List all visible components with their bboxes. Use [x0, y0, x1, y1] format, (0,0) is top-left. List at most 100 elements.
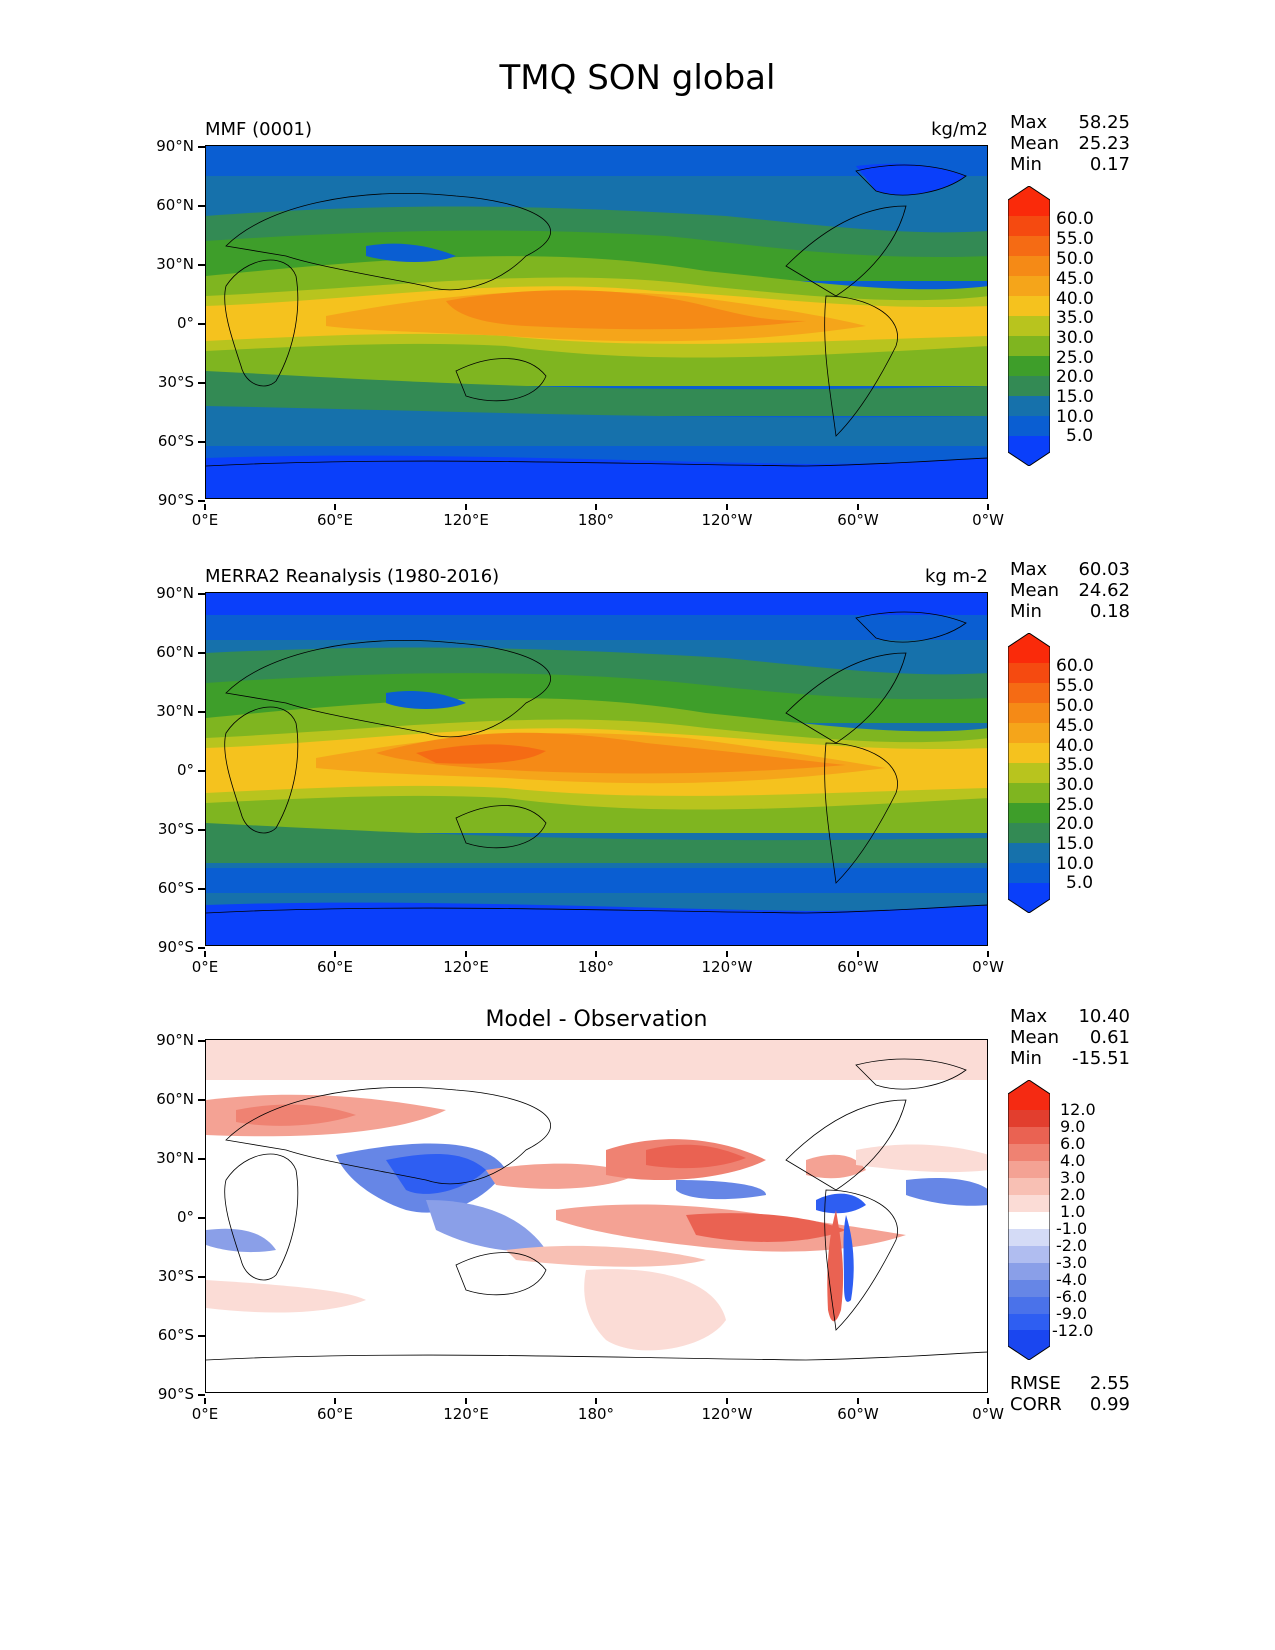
- figure-title: TMQ SON global: [499, 58, 776, 98]
- x-tick: 60°E: [295, 504, 375, 529]
- colorbar: [1008, 633, 1050, 913]
- x-tick: 60°W: [818, 504, 898, 529]
- x-tick: 60°W: [818, 951, 898, 976]
- y-tick: 90°N: [128, 584, 205, 602]
- max-value: 58.25: [1078, 112, 1130, 133]
- mean-label: Mean: [1010, 1027, 1060, 1048]
- panel-stats: Max 60.03 Mean 24.62 Min 0.18: [1010, 559, 1130, 622]
- mean-label: Mean: [1010, 580, 1060, 601]
- x-tick: 180°: [556, 951, 636, 976]
- min-value: 0.18: [1089, 601, 1130, 622]
- y-tick: 60°S: [128, 879, 205, 897]
- map-difference: [205, 1039, 988, 1393]
- x-tick: 120°E: [426, 1398, 506, 1423]
- cb-label: 50.0: [1056, 696, 1094, 716]
- cb-label: 5.0: [1066, 873, 1094, 893]
- y-tick: 30°S: [128, 1267, 205, 1285]
- mean-label: Mean: [1010, 133, 1060, 154]
- rmse-value: 2.55: [1089, 1373, 1130, 1394]
- x-tick: 60°E: [295, 1398, 375, 1423]
- cb-label: 20.0: [1056, 814, 1094, 834]
- max-label: Max: [1010, 559, 1048, 580]
- units-label: kg/m2: [931, 119, 988, 140]
- cb-label: 9.0: [1060, 1117, 1086, 1136]
- x-tick: 0°E: [165, 1398, 245, 1423]
- x-tick: 120°E: [426, 951, 506, 976]
- cb-label: -2.0: [1056, 1236, 1088, 1255]
- min-label: Min: [1010, 601, 1042, 622]
- max-label: Max: [1010, 1006, 1048, 1027]
- y-tick: 90°S: [128, 938, 205, 956]
- x-tick: 120°W: [687, 951, 767, 976]
- x-tick: 0°E: [165, 951, 245, 976]
- mean-value: 24.62: [1078, 580, 1130, 601]
- cb-label: 35.0: [1056, 755, 1094, 775]
- cb-label: 3.0: [1060, 1168, 1086, 1187]
- cb-label: -3.0: [1056, 1253, 1088, 1272]
- x-tick: 60°E: [295, 951, 375, 976]
- min-value: 0.17: [1089, 154, 1130, 175]
- x-tick: 0°E: [165, 504, 245, 529]
- y-tick: 90°S: [128, 491, 205, 509]
- y-tick: 30°S: [128, 373, 205, 391]
- y-tick: 30°N: [128, 255, 205, 273]
- y-tick: 60°S: [128, 432, 205, 450]
- y-tick: 60°N: [128, 643, 205, 661]
- y-tick: 30°S: [128, 820, 205, 838]
- y-tick: 0°: [128, 761, 205, 779]
- cb-label: 12.0: [1060, 1100, 1096, 1119]
- rmse-label: RMSE: [1010, 1373, 1061, 1394]
- cb-label: 2.0: [1060, 1185, 1086, 1204]
- cb-label: 15.0: [1056, 387, 1094, 407]
- map-mmf: [205, 145, 988, 499]
- corr-value: 0.99: [1089, 1394, 1130, 1415]
- x-tick: 60°W: [818, 1398, 898, 1423]
- x-tick: 120°E: [426, 504, 506, 529]
- cb-label: 10.0: [1056, 854, 1094, 874]
- cb-label: 45.0: [1056, 269, 1094, 289]
- min-value: -15.51: [1071, 1048, 1130, 1069]
- y-tick: 30°N: [128, 702, 205, 720]
- max-value: 10.40: [1078, 1006, 1130, 1027]
- cb-label: 45.0: [1056, 716, 1094, 736]
- max-value: 60.03: [1078, 559, 1130, 580]
- map-merra2: [205, 592, 988, 946]
- cb-label: 20.0: [1056, 367, 1094, 387]
- panel-title: MMF (0001): [205, 119, 312, 140]
- y-tick: 90°S: [128, 1385, 205, 1403]
- x-tick: 120°W: [687, 504, 767, 529]
- cb-label: 1.0: [1060, 1202, 1086, 1221]
- cb-label: 6.0: [1060, 1134, 1086, 1153]
- cb-label: 25.0: [1056, 348, 1094, 368]
- x-tick: 180°: [556, 1398, 636, 1423]
- cb-label: -6.0: [1056, 1287, 1088, 1306]
- panel-stats: Max 10.40 Mean 0.61 Min -15.51: [1010, 1006, 1130, 1069]
- x-tick: 120°W: [687, 1398, 767, 1423]
- y-tick: 60°S: [128, 1326, 205, 1344]
- cb-label: 30.0: [1056, 328, 1094, 348]
- cb-label: 35.0: [1056, 308, 1094, 328]
- cb-label: 4.0: [1060, 1151, 1086, 1170]
- cb-label: 15.0: [1056, 834, 1094, 854]
- y-tick: 90°N: [128, 137, 205, 155]
- x-tick: 180°: [556, 504, 636, 529]
- error-stats: RMSE 2.55 CORR 0.99: [1010, 1373, 1130, 1415]
- panel-stats: Max 58.25 Mean 25.23 Min 0.17: [1010, 112, 1130, 175]
- cb-label: 10.0: [1056, 407, 1094, 427]
- y-tick: 90°N: [128, 1031, 205, 1049]
- y-tick: 30°N: [128, 1149, 205, 1167]
- panel-title: MERRA2 Reanalysis (1980-2016): [205, 566, 500, 587]
- y-tick: 0°: [128, 314, 205, 332]
- units-label: kg m-2: [924, 566, 988, 587]
- y-tick: 0°: [128, 1208, 205, 1226]
- mean-value: 25.23: [1078, 133, 1130, 154]
- cb-label: -12.0: [1052, 1321, 1094, 1340]
- cb-label: 30.0: [1056, 775, 1094, 795]
- y-tick: 60°N: [128, 1090, 205, 1108]
- y-tick: 60°N: [128, 196, 205, 214]
- max-label: Max: [1010, 112, 1048, 133]
- cb-label: -9.0: [1056, 1304, 1088, 1323]
- panel-title: Model - Observation: [485, 1007, 708, 1032]
- corr-label: CORR: [1010, 1394, 1062, 1415]
- cb-label: 40.0: [1056, 289, 1094, 309]
